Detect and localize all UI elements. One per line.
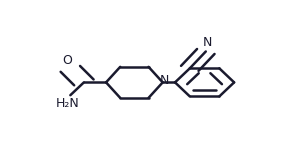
Text: O: O	[62, 54, 72, 67]
Text: N: N	[160, 74, 169, 87]
Text: N: N	[203, 36, 212, 49]
Text: H₂N: H₂N	[55, 97, 79, 110]
